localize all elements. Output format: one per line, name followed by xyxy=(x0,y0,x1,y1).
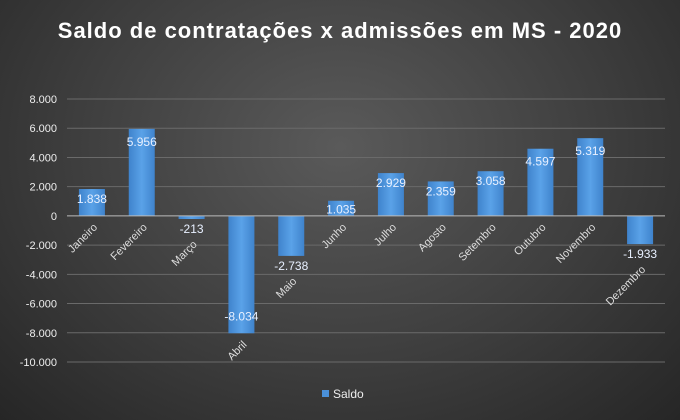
data-label: 1.838 xyxy=(77,192,107,206)
y-tick-label: -6.000 xyxy=(26,299,57,311)
data-label: -213 xyxy=(180,222,204,236)
x-tick-label: Março xyxy=(170,239,200,269)
x-tick-label: Junho xyxy=(320,222,350,252)
data-label: 2.359 xyxy=(426,184,456,198)
x-tick-label: Julho xyxy=(372,222,399,249)
data-label: -1.933 xyxy=(623,247,657,261)
legend-label: Saldo xyxy=(333,387,364,401)
data-label: 1.035 xyxy=(326,202,356,216)
y-tick-label: 8.000 xyxy=(29,94,57,106)
y-tick-label: 2.000 xyxy=(29,182,57,194)
bar-fevereiro xyxy=(128,128,155,216)
bar-abril xyxy=(228,215,255,334)
bar-maio xyxy=(278,215,305,256)
x-tick-label: Fevereiro xyxy=(109,222,150,263)
bar-julho xyxy=(377,173,404,216)
data-label: 5.319 xyxy=(575,144,605,158)
bar-junho xyxy=(328,200,355,216)
x-tick-label: Maio xyxy=(274,276,299,301)
bar-outubro xyxy=(527,148,554,216)
x-tick-label: Janeiro xyxy=(66,222,100,256)
bar-setembro xyxy=(477,171,504,216)
y-tick-label: 0 xyxy=(51,211,57,223)
data-label: -2.738 xyxy=(274,259,308,273)
data-label: 2.929 xyxy=(376,176,406,190)
bar-agosto xyxy=(427,181,454,216)
y-tick-label: -8.000 xyxy=(26,328,57,340)
x-tick-label: Setembro xyxy=(456,222,498,264)
bar-dezembro xyxy=(627,215,654,245)
y-tick-label: -2.000 xyxy=(26,240,57,252)
y-tick-label: -4.000 xyxy=(26,269,57,281)
data-label: 3.058 xyxy=(476,174,506,188)
legend-swatch xyxy=(322,390,329,397)
x-tick-label: Agosto xyxy=(416,222,449,255)
x-tick-label: Abril xyxy=(225,339,249,363)
bar-janeiro xyxy=(78,189,105,216)
bar-março xyxy=(178,215,205,220)
y-tick-label: 6.000 xyxy=(29,123,57,135)
data-label: 4.597 xyxy=(525,155,555,169)
x-tick-label: Novembro xyxy=(554,222,598,266)
x-tick-label: Dezembro xyxy=(604,264,648,308)
x-tick-label: Outubro xyxy=(512,222,549,259)
chart-title: Saldo de contratações x admissões em MS … xyxy=(57,18,623,43)
data-label: -8.034 xyxy=(224,309,258,323)
bar-novembro xyxy=(577,138,604,216)
y-tick-label: 4.000 xyxy=(29,152,57,164)
y-tick-label: -10.000 xyxy=(20,357,57,369)
data-label: 5.956 xyxy=(127,135,157,149)
